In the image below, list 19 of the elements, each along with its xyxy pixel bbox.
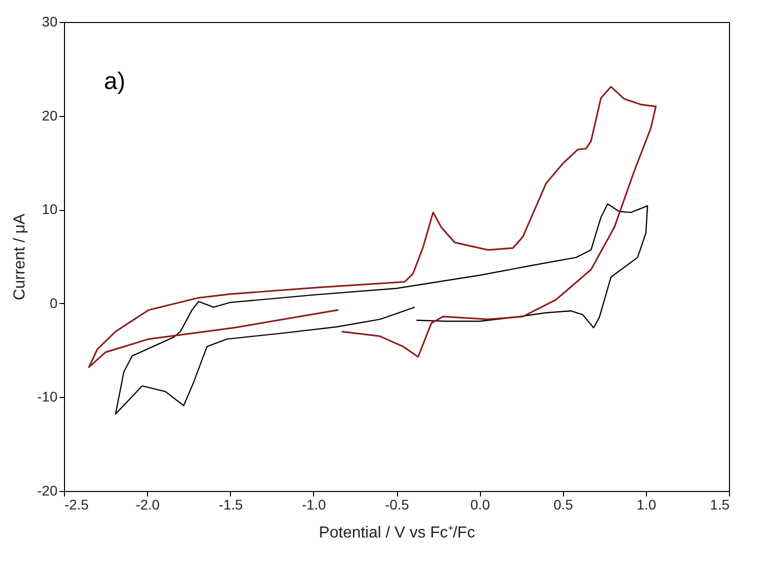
x-tick-label: 1.0 <box>636 496 656 512</box>
annotation: a) <box>104 68 126 95</box>
x-tick-label: 1.5 <box>710 496 730 512</box>
x-axis-title: Potential / V vs Fc⁺/Fc <box>318 524 476 542</box>
y-tick-label: 0 <box>50 294 58 311</box>
x-tick-label: -1.5 <box>218 496 244 512</box>
y-tick-label: 30 <box>42 14 58 30</box>
y-tick-label: -10 <box>37 388 58 405</box>
x-tick-label: 0.0 <box>470 496 490 512</box>
x-tick-label: -1.0 <box>302 496 326 512</box>
x-tick-label: -0.5 <box>384 496 410 512</box>
y-axis-title: Current / μA <box>11 213 28 300</box>
x-tick-label: -2.0 <box>136 496 160 512</box>
y-tick-label: -20 <box>37 482 58 498</box>
y-tick-label: 20 <box>42 107 58 124</box>
y-tick-label: 10 <box>42 201 58 218</box>
line-series <box>114 203 648 415</box>
x-tick-label: 0.5 <box>554 496 574 512</box>
x-tick-label: -2.5 <box>64 496 89 512</box>
